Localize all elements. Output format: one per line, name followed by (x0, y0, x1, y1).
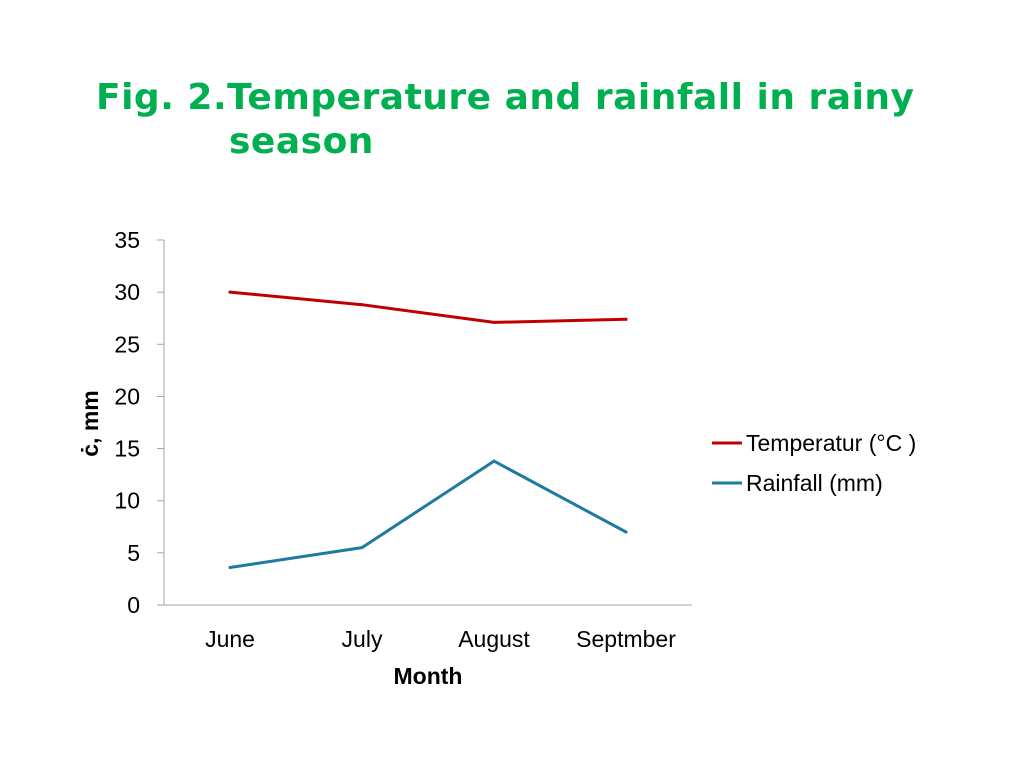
data-point (360, 303, 364, 307)
y-tick-label: 10 (114, 488, 140, 514)
chart-legend: Temperatur (°C ) Rainfall (mm) (712, 430, 916, 496)
y-tick-label: 15 (114, 436, 140, 462)
y-tick-label: 35 (114, 227, 140, 253)
data-point (624, 530, 628, 534)
series-line-temperature (228, 290, 628, 324)
data-point (492, 320, 496, 324)
x-tick-label: Septmber (576, 626, 676, 652)
x-axis-title: Month (394, 663, 463, 689)
y-tick-label: 0 (127, 592, 140, 618)
y-tick-label: 30 (114, 279, 140, 305)
x-tick-label: June (205, 626, 255, 652)
y-tick-label: 5 (127, 540, 140, 566)
legend-label-temperature: Temperatur (°C ) (746, 430, 916, 456)
page-title: Fig. 2.Temperature and rainfall in rainy… (96, 76, 976, 164)
chart-labels: Month ċ, mm (77, 390, 462, 689)
data-point (360, 546, 364, 550)
chart-series (228, 290, 628, 569)
y-tick-label: 25 (114, 331, 140, 357)
chart-axes: 0 5 10 15 20 25 30 35 June July August Septmber (114, 227, 692, 652)
legend-label-rainfall: Rainfall (mm) (746, 470, 883, 496)
title-line-1: Fig. 2.Temperature and rainfall in rainy (96, 77, 915, 118)
data-point (624, 317, 628, 321)
title-line-2: season (229, 121, 374, 162)
y-tick-label: 20 (114, 383, 140, 409)
data-point (228, 290, 232, 294)
x-tick-label: August (458, 626, 530, 652)
data-point (228, 565, 232, 569)
data-point (492, 459, 496, 463)
y-axis-title: ċ, mm (77, 390, 103, 456)
x-tick-label: July (342, 626, 383, 652)
series-line-rainfall (228, 459, 628, 569)
